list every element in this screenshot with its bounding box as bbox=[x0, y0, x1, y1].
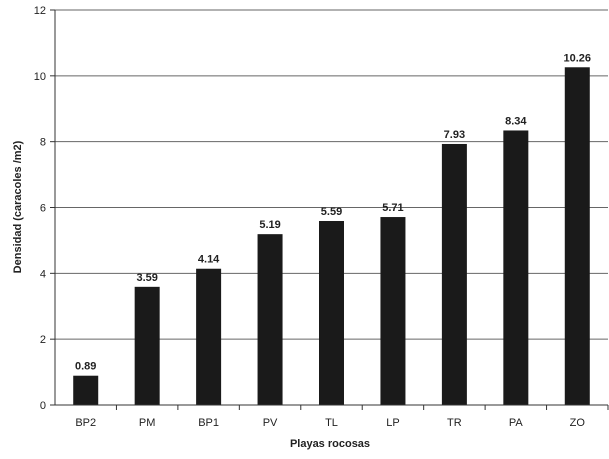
bar-pv bbox=[257, 234, 283, 405]
y-tick-label: 8 bbox=[40, 137, 46, 149]
x-tick-label: TR bbox=[447, 417, 462, 429]
y-tick-label: 10 bbox=[34, 71, 46, 83]
y-tick-label: 2 bbox=[40, 334, 46, 346]
x-tick-label: BP1 bbox=[198, 417, 219, 429]
x-tick-label: TL bbox=[325, 417, 338, 429]
x-tick-label: PA bbox=[509, 417, 524, 429]
data-label: 8.34 bbox=[505, 115, 527, 127]
data-label: 10.26 bbox=[564, 52, 592, 64]
bar-tl bbox=[319, 220, 344, 405]
x-tick-label: BP2 bbox=[75, 417, 96, 429]
bar-pm bbox=[134, 286, 160, 405]
x-tick-label: ZO bbox=[570, 417, 586, 429]
data-label: 5.71 bbox=[382, 202, 403, 214]
y-axis-title: Densidad (caracoles /m2) bbox=[12, 140, 24, 273]
y-tick-label: 12 bbox=[34, 5, 46, 17]
bar-tr bbox=[441, 143, 467, 406]
bar-pa bbox=[503, 130, 529, 405]
data-label: 4.14 bbox=[198, 254, 220, 266]
data-label: 7.93 bbox=[444, 129, 465, 141]
bar-bp2 bbox=[73, 375, 99, 405]
bars bbox=[73, 67, 590, 406]
y-tick-label: 0 bbox=[40, 400, 46, 412]
x-axis-title: Playas rocosas bbox=[290, 438, 370, 450]
y-tick-label: 6 bbox=[40, 203, 46, 215]
y-tick-label: 4 bbox=[40, 268, 46, 280]
x-tick-label: PM bbox=[139, 417, 156, 429]
bar-lp bbox=[380, 217, 406, 405]
bar-zo bbox=[564, 67, 590, 406]
data-label: 5.19 bbox=[259, 219, 280, 231]
data-label: 5.59 bbox=[321, 206, 342, 218]
labels: 0 2 4 6 8 10 12 BP2 0.89 PM 3.59 BP1 4.14 PV 5.19 TL 5.5… bbox=[34, 5, 591, 429]
data-label: 0.89 bbox=[75, 361, 96, 373]
data-label: 3.59 bbox=[136, 272, 157, 284]
bar-bp1 bbox=[196, 268, 222, 405]
x-tick-label: PV bbox=[263, 417, 278, 429]
x-tick-label: LP bbox=[386, 417, 399, 429]
axes bbox=[50, 9, 609, 410]
